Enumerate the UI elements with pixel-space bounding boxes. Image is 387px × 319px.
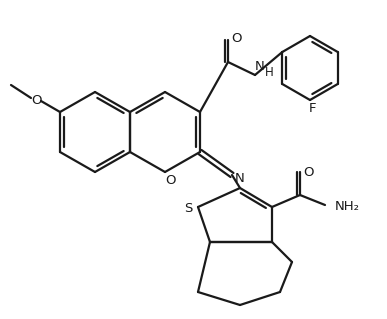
Text: O: O — [303, 166, 313, 179]
Text: N: N — [235, 172, 245, 184]
Text: N: N — [255, 61, 265, 73]
Text: F: F — [309, 101, 317, 115]
Text: H: H — [265, 65, 273, 78]
Text: O: O — [231, 32, 241, 44]
Text: S: S — [184, 203, 192, 216]
Text: O: O — [165, 174, 175, 187]
Text: NH₂: NH₂ — [335, 199, 360, 212]
Text: O: O — [32, 93, 42, 107]
